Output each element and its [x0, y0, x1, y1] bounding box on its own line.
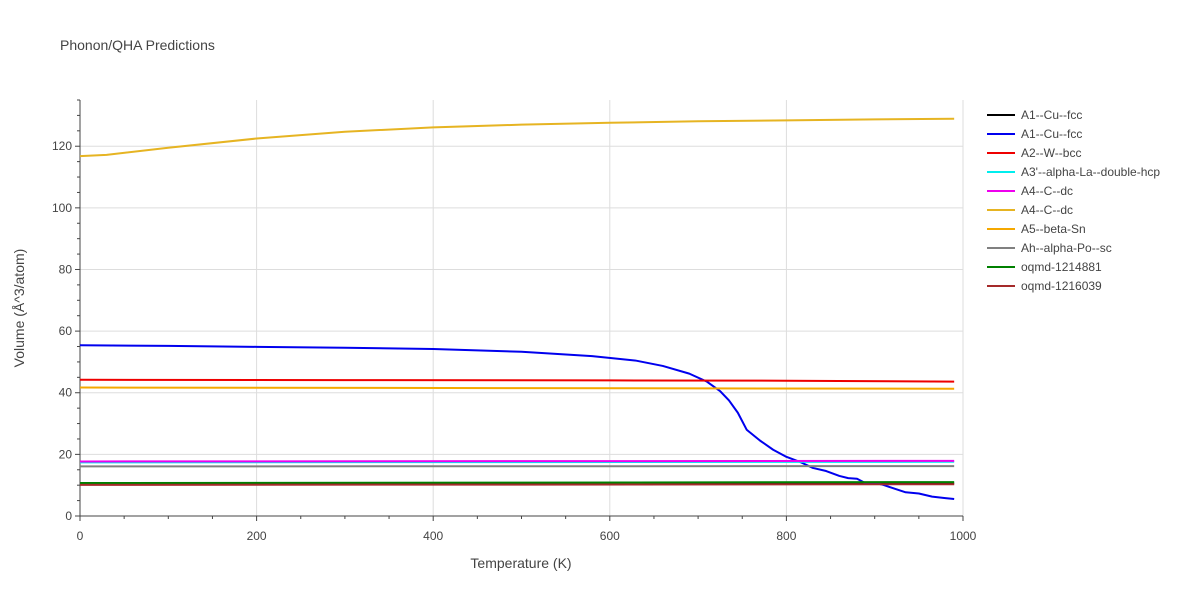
legend-label: Ah--alpha-Po--sc	[1021, 241, 1112, 255]
legend-item[interactable]: A1--Cu--fcc	[987, 127, 1082, 141]
legend-label: A1--Cu--fcc	[1021, 127, 1082, 141]
x-tick-label: 1000	[950, 529, 977, 543]
legend-label: A4--C--dc	[1021, 184, 1073, 198]
legend-label: A5--beta-Sn	[1021, 222, 1086, 236]
legend-item[interactable]: Ah--alpha-Po--sc	[987, 241, 1112, 255]
legend-item[interactable]: A3'--alpha-La--double-hcp	[987, 165, 1160, 179]
x-axis-title: Temperature (K)	[470, 555, 571, 571]
y-tick-label: 100	[52, 201, 72, 215]
legend-item[interactable]: A1--Cu--fcc	[987, 108, 1082, 122]
x-tick-label: 600	[600, 529, 620, 543]
legend-label: A3'--alpha-La--double-hcp	[1021, 165, 1160, 179]
y-tick-label: 20	[59, 447, 73, 461]
legend-label: oqmd-1216039	[1021, 279, 1102, 293]
series-line-1	[79, 344, 955, 501]
series-line-9	[79, 483, 955, 486]
legend-label: A4--C--dc	[1021, 203, 1073, 217]
chart-title: Phonon/QHA Predictions	[60, 37, 215, 53]
y-tick-label: 40	[59, 386, 73, 400]
legend-item[interactable]: oqmd-1216039	[987, 279, 1102, 293]
series-line-8	[79, 481, 955, 485]
y-tick-label: 60	[59, 324, 73, 338]
x-tick-label: 800	[776, 529, 796, 543]
series-layer	[79, 117, 955, 501]
axes: 0 200 400 600 800 1000 0 20 40 60 80 100 120	[52, 99, 977, 543]
series-line-2	[79, 378, 955, 383]
y-tick-label: 120	[52, 139, 72, 153]
legend-item[interactable]: A5--beta-Sn	[987, 222, 1086, 236]
x-tick-label: 400	[423, 529, 443, 543]
series-line-4	[79, 459, 955, 463]
legend-label: A2--W--bcc	[1021, 146, 1081, 160]
grid	[80, 100, 964, 516]
legend-item[interactable]: A4--C--dc	[987, 203, 1073, 217]
legend-label: oqmd-1214881	[1021, 260, 1102, 274]
legend-item[interactable]: A4--C--dc	[987, 184, 1073, 198]
legend-label: A1--Cu--fcc	[1021, 108, 1082, 122]
legend[interactable]: A1--Cu--fcc A1--Cu--fcc A2--W--bcc A3'--alp…	[987, 108, 1160, 293]
x-tick-label: 200	[247, 529, 267, 543]
series-line-5	[79, 117, 955, 158]
legend-item[interactable]: oqmd-1214881	[987, 260, 1102, 274]
series-line-6	[79, 386, 955, 390]
legend-item[interactable]: A2--W--bcc	[987, 146, 1081, 160]
x-tick-label: 0	[77, 529, 84, 543]
y-tick-label: 80	[59, 262, 73, 276]
y-tick-label: 0	[65, 509, 72, 523]
y-axis-title: Volume (Å^3/atom)	[11, 249, 27, 368]
